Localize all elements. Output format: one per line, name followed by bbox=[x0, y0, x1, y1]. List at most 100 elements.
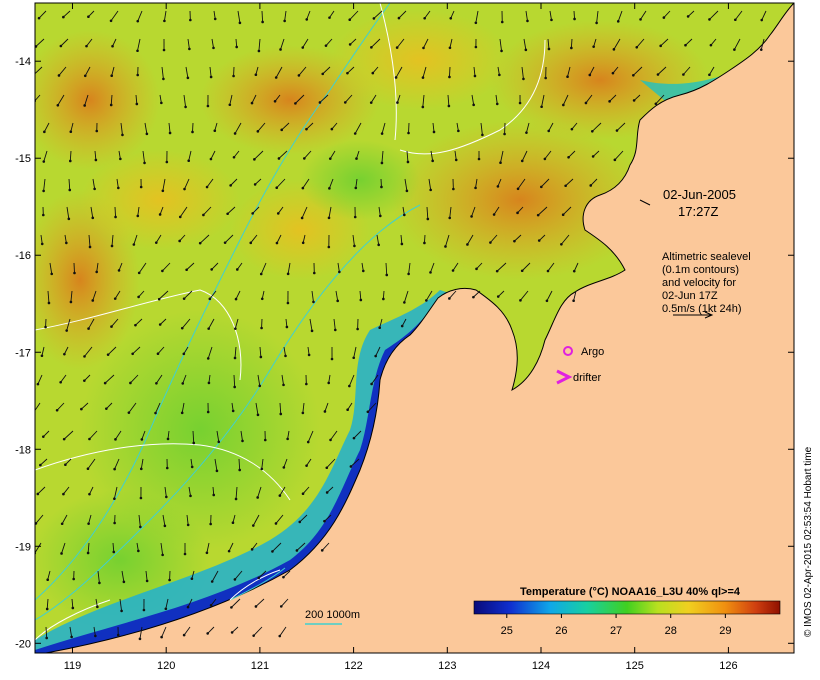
velocity-arrow bbox=[138, 514, 141, 527]
velocity-arrow-head bbox=[155, 381, 158, 385]
velocity-arrow-head bbox=[91, 216, 95, 220]
velocity-arrow-head bbox=[355, 157, 358, 160]
velocity-arrow-head bbox=[168, 578, 171, 582]
velocity-arrow-head bbox=[192, 441, 196, 445]
velocity-arrow bbox=[497, 290, 505, 297]
velocity-arrow bbox=[561, 234, 570, 245]
velocity-arrow-head bbox=[584, 101, 588, 105]
velocity-arrow bbox=[287, 430, 290, 439]
velocity-arrow-head bbox=[121, 133, 124, 137]
velocity-arrow bbox=[186, 262, 195, 271]
velocity-arrow-head bbox=[139, 467, 143, 471]
velocity-arrow bbox=[49, 262, 53, 274]
velocity-arrow bbox=[761, 10, 767, 21]
velocity-arrow-head bbox=[496, 295, 500, 298]
velocity-arrow bbox=[70, 122, 74, 132]
velocity-arrow-head bbox=[71, 606, 75, 610]
velocity-arrow bbox=[179, 206, 188, 218]
x-tick-label: 120 bbox=[157, 660, 175, 672]
velocity-arrow-head bbox=[145, 579, 149, 583]
velocity-arrow bbox=[329, 150, 336, 159]
velocity-arrow bbox=[116, 178, 119, 188]
velocity-arrow bbox=[633, 94, 641, 101]
velocity-arrow bbox=[306, 122, 314, 130]
velocity-arrow-head bbox=[589, 184, 593, 187]
velocity-arrow-head bbox=[449, 17, 453, 20]
velocity-arrow bbox=[280, 598, 289, 607]
velocity-arrow-head bbox=[520, 269, 524, 273]
velocity-arrow bbox=[88, 318, 95, 329]
velocity-arrow-head bbox=[158, 213, 162, 216]
velocity-arrow bbox=[251, 542, 258, 550]
velocity-arrow-head bbox=[256, 413, 260, 417]
velocity-arrow bbox=[37, 486, 46, 495]
colorbar-tick-label: 27 bbox=[610, 625, 622, 637]
velocity-arrow bbox=[537, 206, 548, 216]
velocity-arrow bbox=[252, 206, 260, 214]
velocity-arrow-head bbox=[378, 326, 381, 330]
velocity-arrow-head bbox=[210, 580, 214, 583]
velocity-arrow-head bbox=[162, 77, 165, 81]
velocity-arrow bbox=[137, 38, 141, 51]
velocity-arrow bbox=[161, 66, 164, 79]
velocity-arrow-head bbox=[545, 299, 549, 303]
velocity-arrow-head bbox=[231, 409, 235, 413]
velocity-arrow bbox=[231, 626, 239, 633]
velocity-arrow bbox=[302, 178, 310, 189]
velocity-arrow-head bbox=[448, 216, 452, 220]
velocity-arrow-head bbox=[353, 132, 357, 135]
velocity-arrow-head bbox=[205, 185, 209, 189]
velocity-arrow-head bbox=[251, 524, 255, 527]
velocity-arrow-head bbox=[207, 381, 211, 385]
velocity-arrow-head bbox=[161, 189, 165, 193]
velocity-arrow bbox=[432, 122, 435, 132]
velocity-arrow bbox=[84, 66, 91, 77]
velocity-arrow bbox=[43, 122, 50, 133]
velocity-arrow-head bbox=[328, 187, 331, 190]
velocity-arrow bbox=[130, 374, 139, 384]
velocity-arrow bbox=[326, 458, 336, 469]
velocity-arrow-head bbox=[113, 297, 117, 300]
velocity-arrow-head bbox=[492, 213, 496, 216]
velocity-arrow bbox=[210, 150, 216, 160]
velocity-arrow-head bbox=[131, 352, 134, 356]
sst-field bbox=[35, 3, 794, 653]
date-label: 02-Jun-2005 bbox=[663, 187, 736, 202]
velocity-arrow bbox=[111, 318, 119, 327]
velocity-arrow bbox=[84, 94, 89, 106]
velocity-arrow-head bbox=[537, 239, 541, 242]
velocity-arrow bbox=[467, 234, 474, 245]
velocity-arrow-head bbox=[572, 299, 575, 303]
velocity-arrow bbox=[212, 486, 215, 496]
legend-line: Altimetric sealevel bbox=[662, 251, 751, 263]
velocity-arrow-head bbox=[163, 524, 167, 528]
velocity-arrow bbox=[526, 122, 530, 133]
velocity-arrow-head bbox=[111, 44, 114, 48]
velocity-arrow-head bbox=[166, 437, 170, 441]
velocity-arrow-head bbox=[253, 158, 256, 161]
velocity-arrow-head bbox=[421, 105, 425, 109]
velocity-arrow bbox=[640, 10, 647, 20]
velocity-arrow bbox=[185, 66, 189, 78]
velocity-arrow-head bbox=[91, 299, 95, 302]
velocity-arrow-head bbox=[260, 467, 264, 471]
velocity-arrow-head bbox=[275, 241, 279, 245]
x-tick-label: 123 bbox=[438, 660, 456, 672]
velocity-arrow-head bbox=[546, 269, 550, 273]
velocity-arrow bbox=[238, 458, 241, 471]
velocity-arrow bbox=[43, 430, 50, 437]
velocity-arrow-head bbox=[396, 101, 399, 104]
y-tick-label: -17 bbox=[15, 347, 31, 359]
velocity-arrow bbox=[187, 38, 190, 49]
velocity-arrow-head bbox=[168, 131, 172, 135]
velocity-arrow bbox=[760, 38, 765, 50]
velocity-arrow bbox=[538, 234, 546, 241]
velocity-arrow bbox=[381, 150, 384, 163]
velocity-arrow-head bbox=[182, 633, 186, 637]
velocity-arrow-head bbox=[180, 411, 184, 415]
velocity-arrow bbox=[272, 542, 282, 552]
velocity-arrow-head bbox=[573, 17, 576, 21]
velocity-arrow-head bbox=[366, 410, 370, 414]
sealevel-contour bbox=[35, 443, 291, 501]
velocity-arrow-head bbox=[112, 550, 116, 554]
